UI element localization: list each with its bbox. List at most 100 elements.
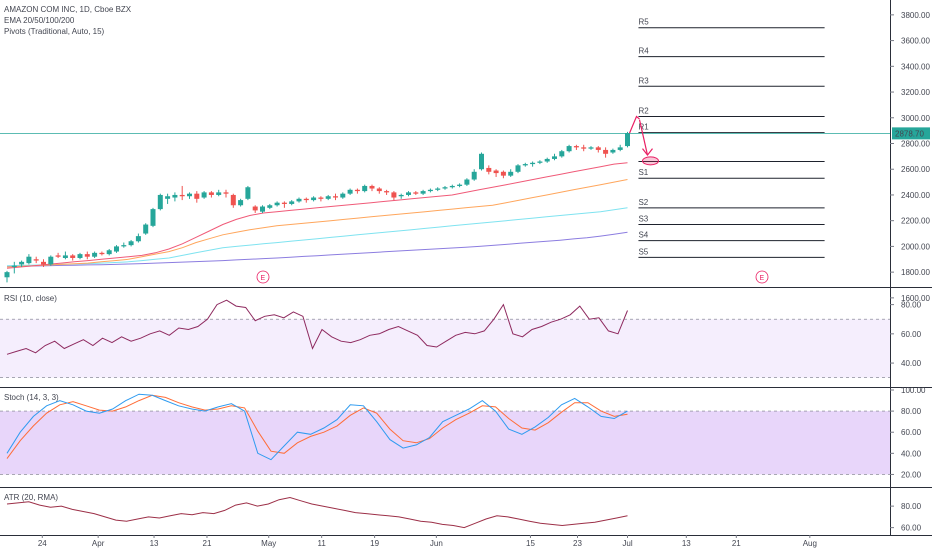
- candle-body[interactable]: [62, 255, 68, 258]
- candle-body[interactable]: [150, 209, 156, 226]
- candle-body[interactable]: [325, 196, 331, 199]
- candle-body[interactable]: [573, 146, 579, 148]
- candle-body[interactable]: [48, 256, 54, 265]
- candle-body[interactable]: [559, 151, 565, 157]
- stoch-legend[interactable]: Stoch (14, 3, 3): [4, 392, 59, 403]
- candlestick-series[interactable]: [4, 131, 631, 283]
- candle-body[interactable]: [77, 254, 83, 258]
- candle-body[interactable]: [252, 206, 258, 211]
- candle-body[interactable]: [19, 261, 25, 265]
- candle-body[interactable]: [303, 198, 309, 201]
- candle-body[interactable]: [610, 149, 616, 153]
- price-axis[interactable]: 3800.00 3600.00 3400.00 3200.00 3000.00 2800.…: [890, 11, 930, 533]
- candle-body[interactable]: [223, 192, 229, 194]
- candle-body[interactable]: [106, 250, 112, 255]
- last-price-tag[interactable]: [892, 127, 930, 140]
- candle-body[interactable]: [333, 196, 338, 198]
- candle-body[interactable]: [289, 201, 295, 204]
- earnings-marker[interactable]: [755, 270, 769, 284]
- candle-body[interactable]: [449, 185, 455, 188]
- candle-body[interactable]: [544, 158, 550, 162]
- ema-legend[interactable]: EMA 20/50/100/200: [4, 16, 75, 25]
- candle-body[interactable]: [617, 147, 623, 150]
- candle-body[interactable]: [99, 252, 105, 255]
- earnings-marker[interactable]: [256, 270, 270, 284]
- candle-body[interactable]: [311, 197, 317, 201]
- symbol-title[interactable]: AMAZON COM INC, 1D, Cboe BZX: [4, 5, 132, 14]
- candle-body[interactable]: [165, 196, 171, 199]
- time-tick-label: 13: [682, 539, 691, 548]
- candle-body[interactable]: [413, 192, 419, 194]
- candle-body[interactable]: [427, 189, 433, 192]
- candle-body[interactable]: [4, 272, 10, 278]
- candle-body[interactable]: [135, 236, 141, 242]
- candle-body[interactable]: [442, 187, 448, 189]
- candle-body[interactable]: [566, 146, 572, 152]
- candle-body[interactable]: [201, 192, 207, 198]
- candle-body[interactable]: [70, 255, 76, 258]
- candle-body[interactable]: [55, 255, 61, 257]
- candle-body[interactable]: [347, 189, 353, 194]
- candle-body[interactable]: [11, 265, 17, 267]
- candle-body[interactable]: [238, 200, 244, 206]
- candle-body[interactable]: [230, 194, 236, 206]
- pivots-legend[interactable]: Pivots (Traditional, Auto, 15): [4, 27, 105, 36]
- candle-body[interactable]: [187, 193, 192, 197]
- candle-body[interactable]: [457, 184, 463, 186]
- candle-body[interactable]: [121, 245, 127, 247]
- candle-body[interactable]: [354, 189, 360, 192]
- candle-body[interactable]: [340, 193, 346, 198]
- candle-body[interactable]: [179, 194, 185, 197]
- time-axis[interactable]: 24 Apr 13 21 May 11 19 Jun 15 23 Jul 13 21 Aug: [38, 535, 817, 548]
- candle-body[interactable]: [625, 133, 630, 147]
- rsi-legend[interactable]: RSI (10, close): [4, 293, 57, 304]
- candle-body[interactable]: [26, 256, 32, 264]
- candle-body[interactable]: [260, 206, 265, 212]
- candle-body[interactable]: [362, 185, 368, 192]
- candle-body[interactable]: [464, 179, 470, 185]
- candle-body[interactable]: [216, 192, 222, 195]
- candle-body[interactable]: [281, 202, 287, 204]
- candle-body[interactable]: [296, 198, 302, 202]
- candle-body[interactable]: [391, 192, 397, 198]
- atr-legend[interactable]: ATR (20, RMA): [4, 492, 58, 503]
- candle-body[interactable]: [508, 171, 514, 176]
- candle-body[interactable]: [500, 171, 506, 176]
- candle-body[interactable]: [522, 164, 528, 166]
- candle-body[interactable]: [479, 153, 484, 170]
- candle-body[interactable]: [274, 202, 280, 206]
- candle-body[interactable]: [515, 165, 521, 172]
- candle-body[interactable]: [114, 246, 119, 252]
- candle-body[interactable]: [398, 194, 404, 197]
- candle-body[interactable]: [486, 167, 492, 172]
- candle-body[interactable]: [267, 205, 273, 208]
- candle-body[interactable]: [406, 192, 411, 195]
- candle-body[interactable]: [33, 259, 39, 261]
- candle-body[interactable]: [318, 197, 324, 199]
- candle-body[interactable]: [92, 252, 98, 257]
- candle-body[interactable]: [384, 191, 390, 193]
- candle-body[interactable]: [172, 194, 178, 198]
- candle-body[interactable]: [41, 261, 46, 265]
- candle-body[interactable]: [435, 188, 441, 190]
- candle-body[interactable]: [376, 188, 382, 192]
- candle-body[interactable]: [493, 170, 499, 174]
- candle-body[interactable]: [208, 192, 214, 195]
- candle-body[interactable]: [471, 171, 477, 180]
- candle-body[interactable]: [552, 156, 557, 159]
- candle-body[interactable]: [143, 224, 149, 234]
- candle-body[interactable]: [157, 194, 163, 210]
- candle-body[interactable]: [128, 241, 134, 246]
- candle-body[interactable]: [420, 191, 426, 194]
- candle-body[interactable]: [537, 161, 543, 163]
- candle-body[interactable]: [194, 193, 200, 199]
- candle-body[interactable]: [84, 254, 90, 257]
- candle-body[interactable]: [595, 147, 601, 150]
- candle-body[interactable]: [588, 147, 594, 149]
- candle-body[interactable]: [245, 187, 251, 199]
- candle-body[interactable]: [530, 162, 536, 165]
- candle-body[interactable]: [369, 185, 375, 189]
- candle-body[interactable]: [603, 149, 609, 154]
- candle-body[interactable]: [581, 147, 587, 149]
